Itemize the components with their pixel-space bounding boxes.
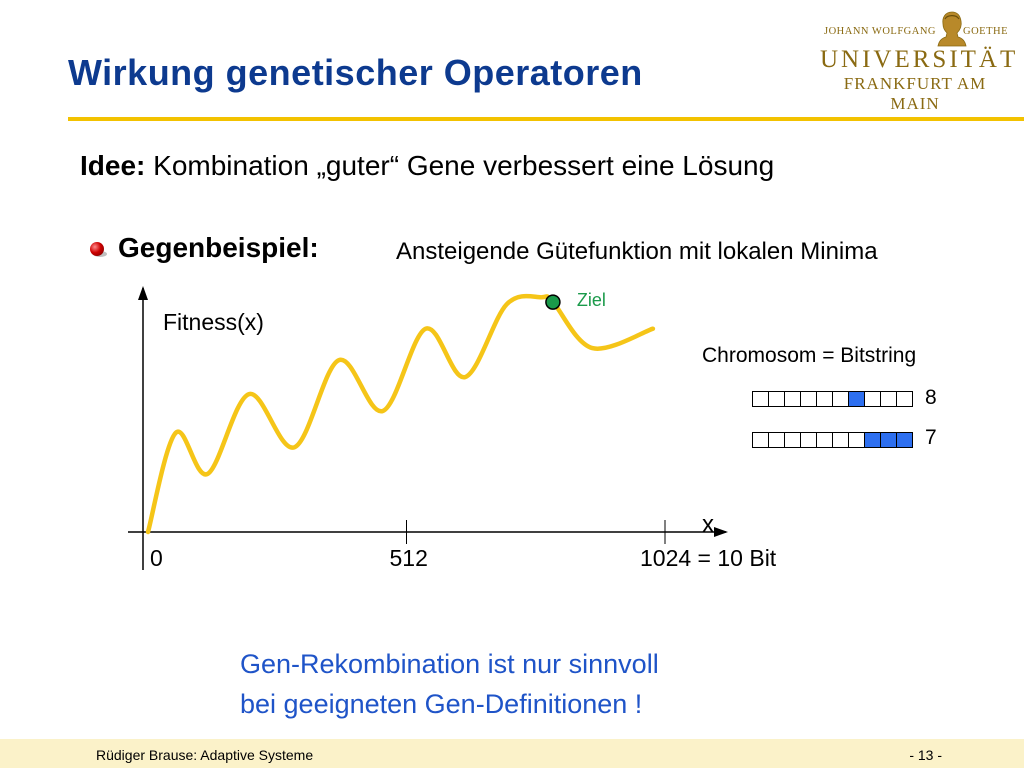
x-tick-label: 512	[390, 545, 428, 571]
bit-cell	[801, 391, 817, 407]
bullet-label: Gegenbeispiel:	[118, 232, 319, 263]
bit-cell	[865, 391, 881, 407]
bit-cell-set	[865, 432, 881, 448]
footer-author: Rüdiger Brause: Adaptive Systeme	[96, 747, 314, 763]
bit-cell	[897, 391, 913, 407]
bit-cell	[753, 391, 769, 407]
bitstring-value-8: 8	[925, 386, 937, 409]
conclusion-line-2: bei geeigneten Gen-Definitionen !	[240, 689, 643, 719]
title-underline	[68, 117, 1024, 121]
bit-cell	[785, 391, 801, 407]
slide-title: Wirkung genetischer Operatoren	[68, 52, 643, 93]
bullet-text: Ansteigende Gütefunktion mit lokalen Min…	[396, 238, 878, 265]
bit-cell	[753, 432, 769, 448]
bitstring-row-8	[752, 391, 913, 407]
bit-cell	[833, 432, 849, 448]
conclusion-text: Gen-Rekombination ist nur sinnvoll bei g…	[240, 644, 659, 724]
bit-cell	[769, 432, 785, 448]
bit-cell	[817, 432, 833, 448]
bitstring-row-7	[752, 432, 913, 448]
bit-cell-set	[849, 391, 865, 407]
logo-line1-right: GOETHE	[963, 26, 1008, 37]
y-axis-label: Fitness(x)	[163, 309, 264, 335]
bit-cell	[881, 391, 897, 407]
goethe-portrait-icon	[937, 11, 967, 47]
x-axis-label: x	[702, 511, 714, 538]
bit-cell	[801, 432, 817, 448]
idea-text: Kombination „guter“ Gene verbessert eine…	[145, 150, 775, 181]
bit-cell-set	[881, 432, 897, 448]
chromosome-title: Chromosom = Bitstring	[702, 344, 917, 367]
bitstring-value-7: 7	[925, 426, 937, 449]
goal-label: Ziel	[577, 290, 606, 310]
conclusion-line-1: Gen-Rekombination ist nur sinnvoll	[240, 649, 659, 679]
bit-cell-set	[897, 432, 913, 448]
fitness-chart: 0 512 1024 = 10 Bit Ziel Fitness(x) x	[128, 286, 777, 571]
footer-bar: Rüdiger Brause: Adaptive Systeme - 13 -	[0, 739, 1024, 768]
x-tick-label: 1024 = 10 Bit	[640, 545, 777, 571]
bit-cell	[769, 391, 785, 407]
bit-cell	[785, 432, 801, 448]
x-tick-label: 0	[150, 545, 163, 571]
bit-cell	[849, 432, 865, 448]
logo-line1-left: JOHANN WOLFGANG	[824, 26, 937, 37]
bit-cell	[817, 391, 833, 407]
page-number: - 13 -	[909, 747, 942, 763]
idea-line: Idee: Kombination „guter“ Gene verbesser…	[80, 150, 774, 182]
logo-university: UNIVERSITÄT	[820, 46, 1019, 73]
goal-marker	[545, 294, 561, 310]
bullet-icon	[90, 242, 104, 256]
idea-label: Idee:	[80, 150, 146, 181]
logo-city: FRANKFURT AM MAIN	[843, 74, 987, 113]
university-logo: JOHANN WOLFGANG GOETHE UNIVERSITÄT FRANK…	[820, 8, 1019, 113]
bit-cell	[833, 391, 849, 407]
